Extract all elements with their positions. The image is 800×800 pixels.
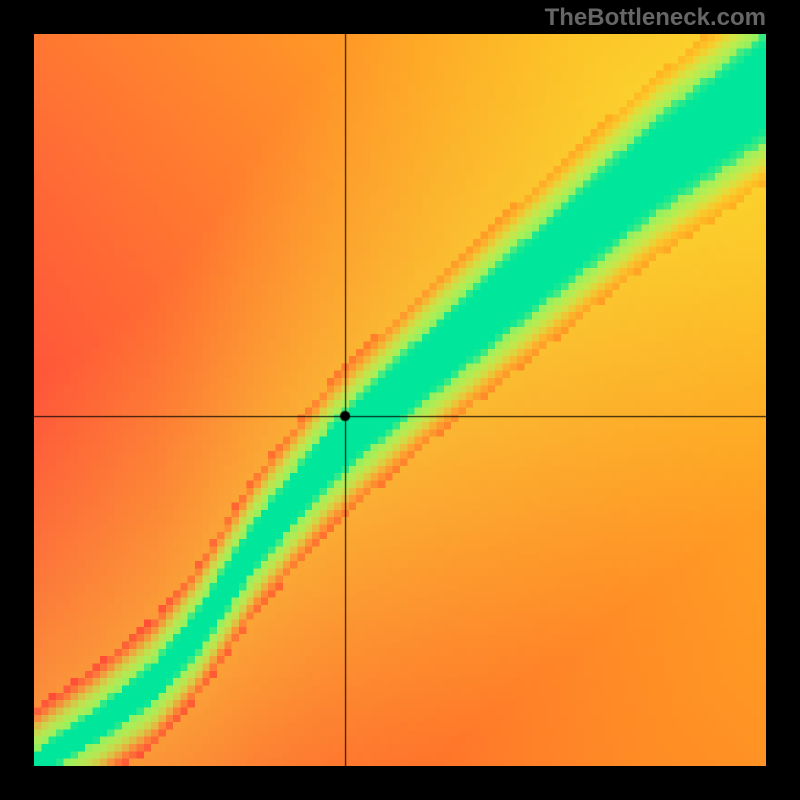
chart-container: TheBottleneck.com	[0, 0, 800, 800]
watermark-text: TheBottleneck.com	[545, 4, 766, 32]
bottleneck-heatmap	[34, 34, 766, 766]
